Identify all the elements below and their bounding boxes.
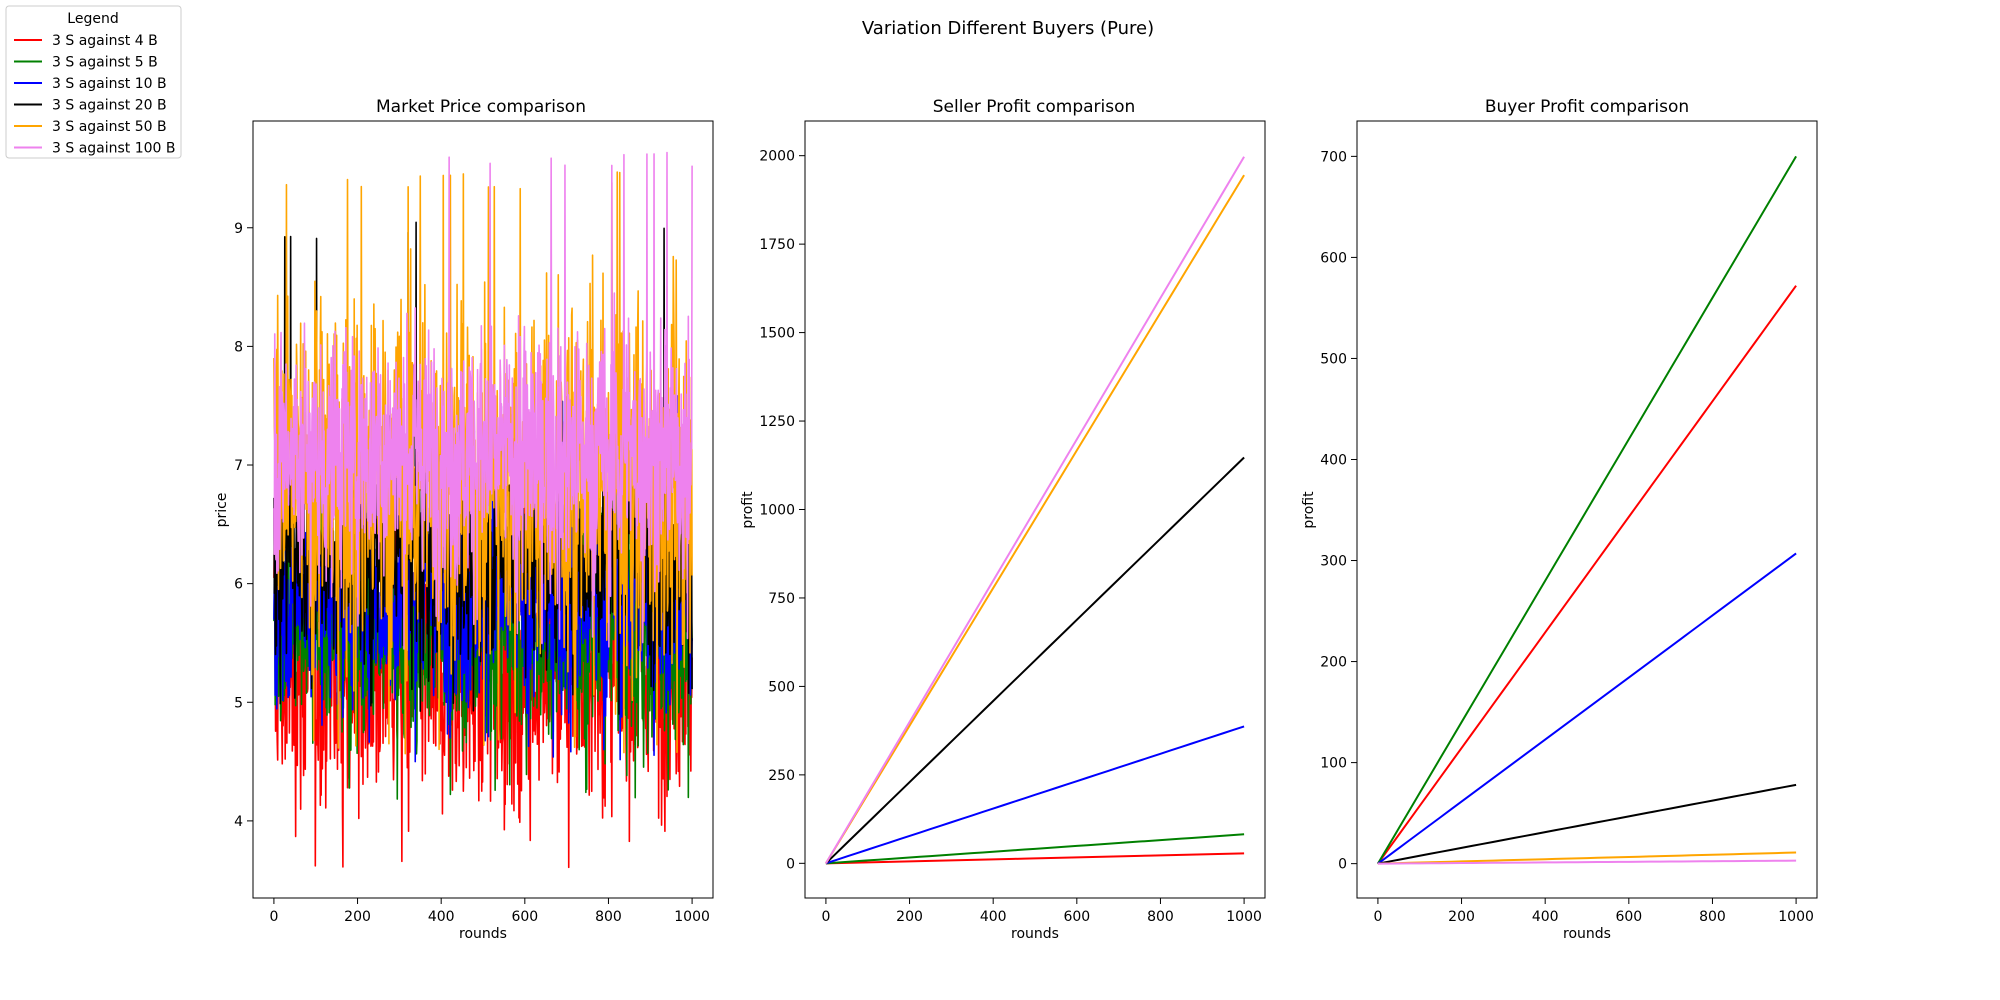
- y-tick-label: 6: [234, 577, 243, 593]
- x-tick-label: 600: [1615, 909, 1642, 925]
- y-tick-label: 600: [1320, 250, 1347, 266]
- x-tick-label: 600: [1063, 909, 1090, 925]
- y-tick-label: 1250: [759, 414, 795, 430]
- buyer-profit-title: Buyer Profit comparison: [1485, 97, 1689, 117]
- y-tick-label: 200: [1320, 655, 1347, 671]
- legend-label: 3 S against 4 B: [52, 33, 158, 49]
- y-tick-label: 500: [1320, 351, 1347, 367]
- y-tick-label: 1000: [759, 503, 795, 519]
- x-tick-label: 1000: [674, 909, 710, 925]
- y-tick-label: 250: [768, 768, 795, 784]
- x-tick-label: 1000: [1778, 909, 1814, 925]
- y-tick-label: 7: [234, 458, 243, 474]
- series-line-2: [1377, 552, 1797, 865]
- y-tick-label: 1750: [759, 237, 795, 253]
- y-tick-label: 500: [768, 679, 795, 695]
- x-tick-label: 800: [595, 909, 622, 925]
- x-tick-label: 200: [344, 909, 371, 925]
- seller-profit-panel: Seller Profit comparison 0 200 400 600 800 10…: [740, 97, 1266, 942]
- x-tick-label: 1000: [1226, 909, 1262, 925]
- y-tick-label: 2000: [759, 149, 795, 165]
- series-line-1: [1377, 155, 1797, 865]
- x-tick-label: 600: [511, 909, 538, 925]
- y-tick-label: 0: [786, 856, 795, 872]
- series-line-0: [825, 852, 1245, 865]
- legend-title: Legend: [67, 11, 118, 27]
- market-price-ylabel: price: [214, 493, 230, 528]
- market-price-title: Market Price comparison: [376, 97, 586, 117]
- figure-title: Variation Different Buyers (Pure): [862, 18, 1154, 39]
- series-line-3: [825, 456, 1245, 865]
- seller-profit-title: Seller Profit comparison: [933, 97, 1136, 117]
- market-price-frame: [252, 120, 714, 899]
- legend-label: 3 S against 5 B: [52, 55, 158, 71]
- x-tick-label: 0: [821, 909, 830, 925]
- y-tick-label: 300: [1320, 554, 1347, 570]
- legend: Legend 3 S against 4 B 3 S against 5 B 3 S…: [5, 5, 182, 159]
- market-price-xlabel: rounds: [459, 926, 507, 942]
- y-tick-label: 8: [234, 339, 243, 355]
- buyer-profit-panel: Buyer Profit comparison 0 200 400 600 800 100…: [1301, 97, 1818, 942]
- series-line-5: [273, 151, 693, 650]
- buyer-profit-xlabel: rounds: [1563, 926, 1611, 942]
- x-tick-label: 200: [1448, 909, 1475, 925]
- legend-frame: [5, 5, 182, 159]
- x-tick-label: 800: [1699, 909, 1726, 925]
- legend-label: 3 S against 50 B: [52, 119, 167, 135]
- y-tick-label: 750: [768, 591, 795, 607]
- y-tick-label: 100: [1320, 756, 1347, 772]
- series-line-2: [825, 725, 1245, 865]
- series-line-3: [1377, 783, 1797, 865]
- buyer-profit-frame: [1356, 120, 1818, 899]
- x-tick-label: 800: [1147, 909, 1174, 925]
- series-line-4: [1377, 851, 1797, 865]
- y-tick-label: 700: [1320, 149, 1347, 165]
- legend-label: 3 S against 100 B: [52, 141, 176, 157]
- y-tick-label: 400: [1320, 452, 1347, 468]
- x-tick-label: 0: [269, 909, 278, 925]
- x-tick-label: 0: [1373, 909, 1382, 925]
- market-price-panel: Market Price comparison 0 200 400 600 800 100…: [214, 97, 714, 942]
- y-tick-label: 0: [1338, 857, 1347, 873]
- seller-profit-xlabel: rounds: [1011, 926, 1059, 942]
- y-tick-label: 5: [234, 695, 243, 711]
- series-line-4: [825, 174, 1245, 864]
- x-tick-label: 400: [428, 909, 455, 925]
- series-line-5: [1377, 859, 1797, 865]
- legend-label: 3 S against 10 B: [52, 76, 167, 92]
- series-line-1: [825, 833, 1245, 865]
- y-tick-label: 1500: [759, 326, 795, 342]
- legend-label: 3 S against 20 B: [52, 98, 167, 114]
- series-line-5: [825, 156, 1245, 864]
- x-tick-label: 200: [896, 909, 923, 925]
- seller-profit-ylabel: profit: [740, 491, 756, 529]
- y-tick-label: 9: [234, 221, 243, 237]
- series-line-0: [1377, 285, 1797, 865]
- y-tick-label: 4: [234, 814, 243, 830]
- x-tick-label: 400: [980, 909, 1007, 925]
- buyer-profit-ylabel: profit: [1301, 491, 1317, 529]
- x-tick-label: 400: [1532, 909, 1559, 925]
